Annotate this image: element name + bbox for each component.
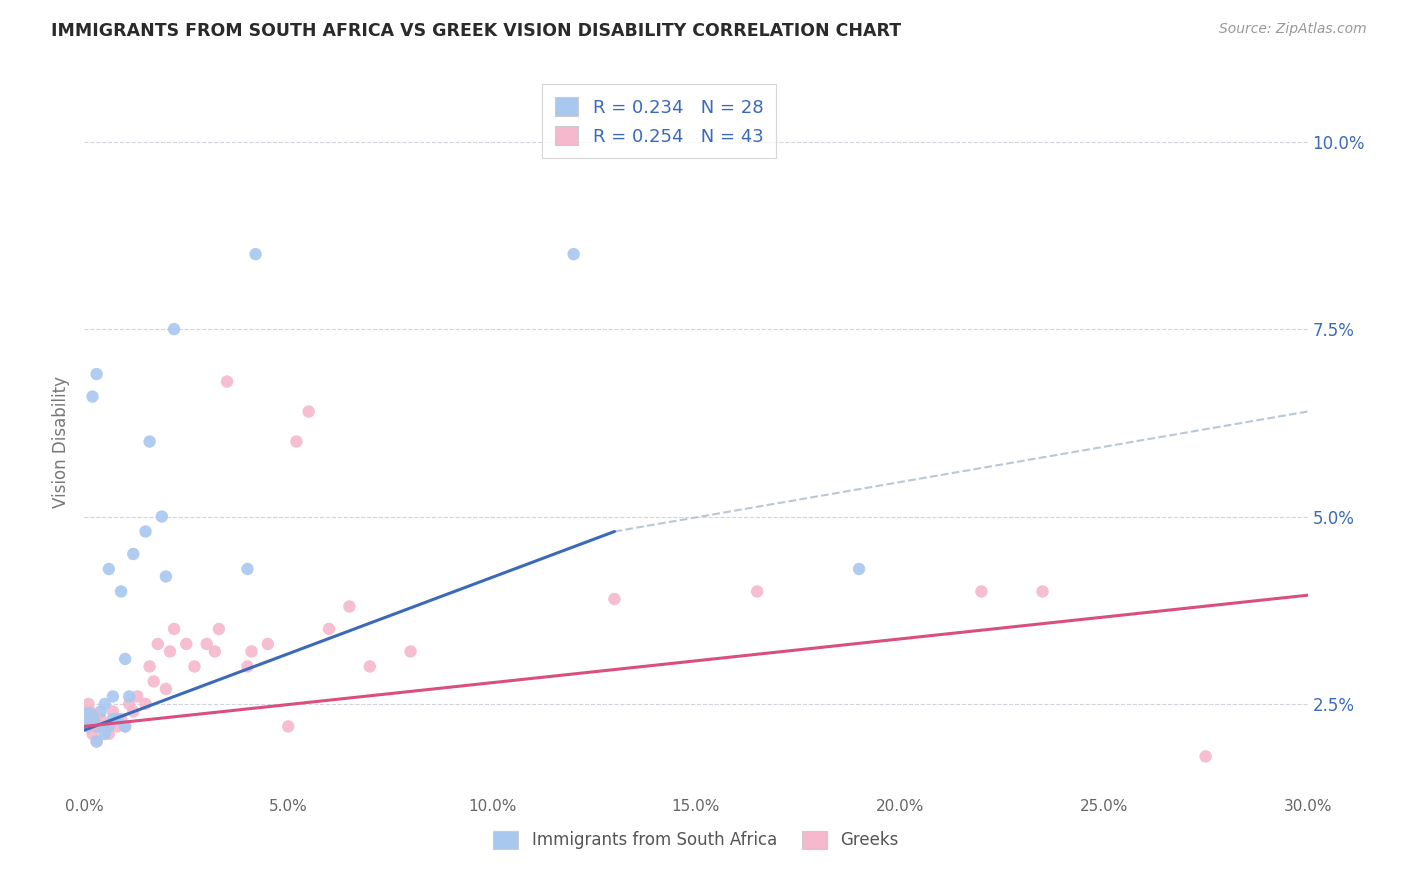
Point — [240, 644, 263, 658]
Point — [127, 690, 149, 704]
Point — [1032, 584, 1054, 599]
Point — [277, 719, 299, 733]
Point — [77, 712, 100, 726]
Point — [110, 712, 132, 726]
Point — [359, 659, 381, 673]
Point — [195, 637, 218, 651]
Point — [217, 375, 239, 389]
Point — [603, 591, 626, 606]
Point — [97, 719, 120, 733]
Point — [122, 547, 145, 561]
Point — [86, 734, 108, 748]
Point — [236, 562, 259, 576]
Point — [163, 622, 186, 636]
Point — [97, 727, 120, 741]
Point — [146, 637, 169, 651]
Point — [101, 705, 124, 719]
Point — [110, 584, 132, 599]
Point — [135, 697, 157, 711]
Point — [204, 644, 226, 658]
Point — [1195, 749, 1218, 764]
Point — [339, 599, 361, 614]
Point — [114, 719, 136, 733]
Point — [318, 622, 340, 636]
Point — [150, 509, 173, 524]
Point — [82, 712, 104, 726]
Text: Source: ZipAtlas.com: Source: ZipAtlas.com — [1219, 22, 1367, 37]
Point — [90, 705, 112, 719]
Point — [118, 690, 141, 704]
Point — [77, 719, 100, 733]
Point — [155, 569, 177, 583]
Point — [236, 659, 259, 673]
Point — [142, 674, 165, 689]
Point — [77, 719, 100, 733]
Point — [86, 719, 108, 733]
Point — [93, 697, 115, 711]
Point — [174, 637, 197, 651]
Point — [138, 659, 160, 673]
Point — [562, 247, 585, 261]
Text: IMMIGRANTS FROM SOUTH AFRICA VS GREEK VISION DISABILITY CORRELATION CHART: IMMIGRANTS FROM SOUTH AFRICA VS GREEK VI… — [51, 22, 901, 40]
Point — [101, 690, 124, 704]
Point — [118, 697, 141, 711]
Point — [208, 622, 231, 636]
Point — [93, 719, 115, 733]
Point — [105, 719, 128, 733]
Legend: Immigrants from South Africa, Greeks: Immigrants from South Africa, Greeks — [486, 824, 905, 856]
Point — [82, 727, 104, 741]
Point — [298, 404, 321, 418]
Point — [138, 434, 160, 449]
Point — [122, 705, 145, 719]
Point — [82, 390, 104, 404]
Point — [77, 712, 100, 726]
Point — [114, 719, 136, 733]
Point — [105, 712, 128, 726]
Point — [970, 584, 993, 599]
Point — [97, 562, 120, 576]
Point — [848, 562, 870, 576]
Point — [135, 524, 157, 539]
Point — [101, 712, 124, 726]
Point — [77, 697, 100, 711]
Point — [245, 247, 267, 261]
Point — [155, 681, 177, 696]
Point — [159, 644, 181, 658]
Point — [93, 727, 115, 741]
Point — [257, 637, 280, 651]
Point — [183, 659, 205, 673]
Point — [114, 652, 136, 666]
Point — [163, 322, 186, 336]
Point — [747, 584, 769, 599]
Y-axis label: Vision Disability: Vision Disability — [52, 376, 70, 508]
Point — [285, 434, 308, 449]
Point — [399, 644, 422, 658]
Point — [86, 367, 108, 381]
Point — [86, 734, 108, 748]
Point — [90, 719, 112, 733]
Point — [90, 712, 112, 726]
